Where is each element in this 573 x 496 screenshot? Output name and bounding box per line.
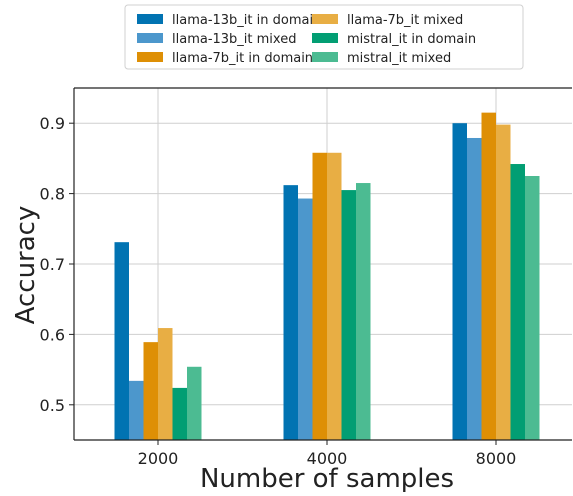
y-axis-label: Accuracy	[11, 206, 41, 325]
x-tick-label: 2000	[138, 449, 179, 468]
bar	[327, 152, 342, 440]
axes: 0.5 0.6 0.7 0.8 0.9 2000 4000 8000	[40, 87, 572, 468]
y-tick-label: 0.5	[40, 396, 65, 415]
bar	[312, 152, 327, 440]
legend-swatch	[137, 33, 163, 43]
bar	[298, 198, 313, 440]
bar	[172, 387, 187, 440]
bar	[452, 123, 467, 440]
legend-label: llama-7b_it mixed	[347, 13, 463, 28]
y-tick-label: 0.7	[40, 255, 65, 274]
legend-label: mistral_it in domain	[347, 32, 476, 47]
x-tick-label: 8000	[476, 449, 517, 468]
legend: llama-13b_it in domain llama-13b_it mixed…	[124, 4, 524, 70]
bar	[496, 124, 511, 441]
bar	[129, 380, 144, 440]
bar	[283, 185, 298, 440]
legend-swatch	[312, 33, 338, 43]
bar-series	[114, 112, 540, 441]
y-tick-label: 0.9	[40, 114, 65, 133]
legend-swatch	[312, 52, 338, 62]
bar	[510, 164, 525, 440]
legend-label: llama-13b_it in domain	[172, 13, 321, 28]
legend-swatch	[137, 14, 163, 24]
bar	[114, 242, 129, 440]
x-tick-label: 4000	[307, 449, 348, 468]
y-tick-label: 0.6	[40, 325, 65, 344]
bar	[143, 342, 158, 440]
legend-label: llama-7b_it in domain	[172, 51, 313, 66]
bar	[341, 190, 356, 440]
legend-swatch	[137, 52, 163, 62]
legend-label: llama-13b_it mixed	[172, 32, 296, 47]
y-tick-label: 0.8	[40, 185, 65, 204]
bar	[187, 366, 202, 440]
legend-swatch	[312, 14, 338, 24]
x-axis-label: Number of samples	[200, 464, 454, 492]
bar	[481, 112, 496, 440]
bar	[467, 137, 482, 441]
bar	[356, 183, 371, 441]
legend-label: mistral_it mixed	[347, 51, 451, 66]
bar	[525, 176, 540, 440]
bar	[158, 328, 173, 440]
